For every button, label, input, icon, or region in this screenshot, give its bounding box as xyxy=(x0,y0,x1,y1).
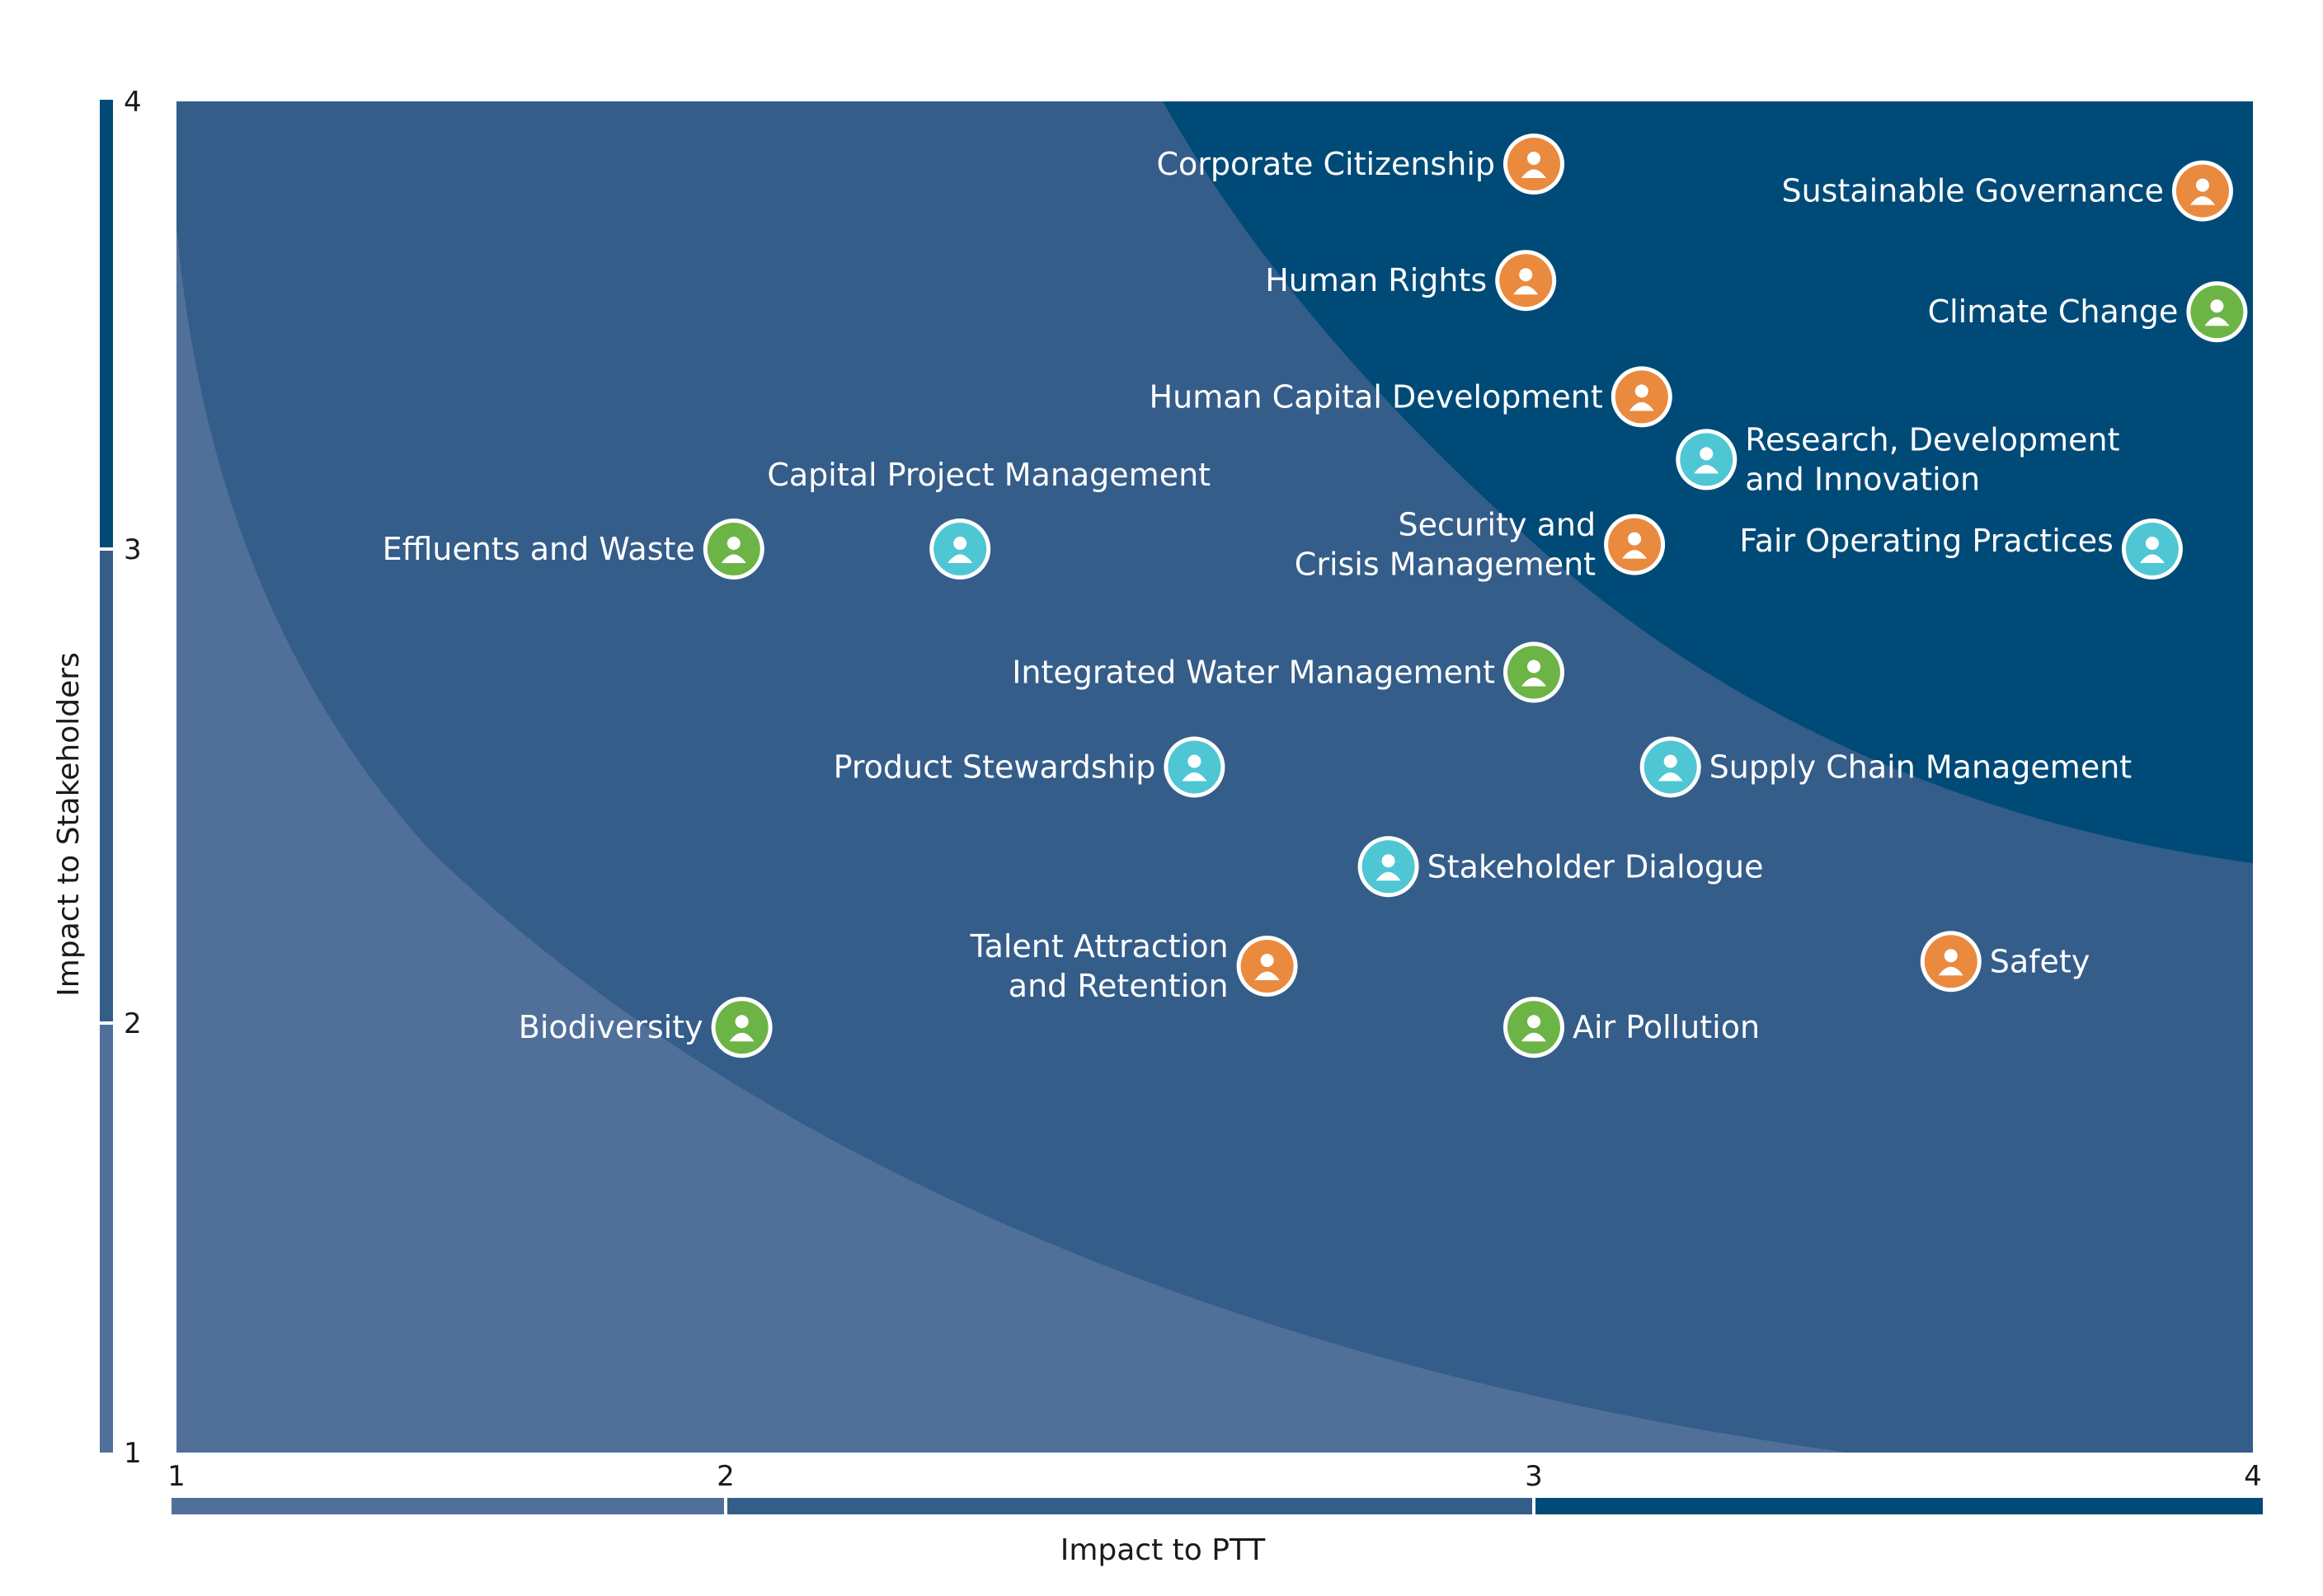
people-icon xyxy=(1513,268,1539,295)
presentation-icon xyxy=(948,537,973,563)
data-point: Product Stewardship xyxy=(834,736,1225,798)
water-tap-icon xyxy=(1521,660,1546,687)
data-point: Security and Crisis Management xyxy=(1295,507,1666,583)
x-tick-label: 1 xyxy=(167,1460,186,1493)
truck-cycle-icon xyxy=(1658,754,1683,782)
y-axis-bar-medium xyxy=(100,549,113,1023)
axis-ticks: 1 2 3 4 1 2 3 4 xyxy=(96,86,2262,1517)
point-label: Safety xyxy=(1990,943,2090,979)
point-label: Human Rights xyxy=(1265,262,1487,298)
helmet-icon xyxy=(1938,949,1963,976)
leaf-icon xyxy=(729,1015,755,1042)
point-label: Fair Operating Practices xyxy=(1739,523,2114,559)
data-point: Supply Chain Management xyxy=(1639,736,2133,798)
y-tick-label: 4 xyxy=(124,86,142,119)
security-guard-icon xyxy=(1622,532,1648,559)
data-point: Corporate Citizenship xyxy=(1156,134,1564,195)
data-point: Air Pollution xyxy=(1503,997,1760,1059)
x-axis-bar-high xyxy=(1535,1498,2263,1514)
dna-icon xyxy=(1694,447,1719,474)
point-label: and Retention xyxy=(1009,968,1229,1004)
point-label: Research, Development xyxy=(1745,421,2119,458)
y-axis-bar-high xyxy=(100,100,113,549)
person-gear-icon xyxy=(1254,954,1280,980)
trash-icon xyxy=(721,537,746,563)
data-point: Sustainable Governance xyxy=(1781,160,2233,222)
point-label: and Innovation xyxy=(1745,461,1980,497)
point-label: Effluents and Waste xyxy=(383,531,695,567)
point-label: Product Stewardship xyxy=(834,749,1156,786)
y-tick-label: 2 xyxy=(124,1007,142,1040)
data-point: Human Rights xyxy=(1265,250,1557,312)
factory-icon xyxy=(1521,1015,1546,1042)
globe-icon xyxy=(2204,299,2230,326)
point-label: Supply Chain Management xyxy=(1709,749,2133,786)
y-axis-bar xyxy=(100,100,113,1453)
data-point: Fair Operating Practices xyxy=(1739,519,2183,580)
y-axis-title: Impact to Stakeholders xyxy=(52,652,86,997)
data-point: Safety xyxy=(1920,931,2090,993)
data-point: Biodiversity xyxy=(519,997,773,1059)
point-label: Capital Project Management xyxy=(767,457,1211,493)
data-point: Integrated Water Management xyxy=(1012,641,1564,703)
point-label: Human Capital Development xyxy=(1150,378,1603,415)
y-tick-label: 3 xyxy=(124,533,142,566)
x-tick-label: 4 xyxy=(2244,1460,2262,1493)
point-label: Sustainable Governance xyxy=(1781,173,2164,209)
teacher-icon xyxy=(1629,384,1654,411)
point-label: Security and xyxy=(1398,507,1596,543)
data-point: Effluents and Waste xyxy=(383,519,764,580)
y-tick-label: 1 xyxy=(124,1437,142,1470)
point-label: Air Pollution xyxy=(1573,1009,1760,1045)
point-label: Biodiversity xyxy=(519,1009,703,1045)
x-axis-bar-low xyxy=(172,1498,725,1514)
shield-building-icon xyxy=(2189,178,2215,205)
x-axis-bar xyxy=(172,1498,2263,1514)
y-axis-bar-low xyxy=(100,1023,113,1453)
x-tick-label: 2 xyxy=(717,1460,735,1493)
data-point: Capital Project Management xyxy=(767,457,1211,580)
point-label: Crisis Management xyxy=(1295,547,1596,583)
x-tick-label: 3 xyxy=(1525,1460,1543,1493)
x-axis-bar-medium xyxy=(727,1498,1533,1514)
point-label: Integrated Water Management xyxy=(1012,655,1495,691)
data-point: Human Capital Development xyxy=(1150,366,1672,428)
data-point: Climate Change xyxy=(1928,281,2248,343)
data-points: Corporate Citizenship Sustainable Governa… xyxy=(383,134,2248,1059)
bank-icon xyxy=(1521,152,1546,179)
handshake-icon xyxy=(2139,537,2165,563)
point-label: Corporate Citizenship xyxy=(1156,146,1495,182)
point-label: Climate Change xyxy=(1928,293,2179,330)
point-label: Stakeholder Dialogue xyxy=(1427,848,1764,885)
point-label: Talent Attraction xyxy=(970,928,1229,965)
data-point: Stakeholder Dialogue xyxy=(1357,836,1764,898)
hand-drop-icon xyxy=(1182,754,1207,782)
meeting-icon xyxy=(1375,854,1401,881)
x-axis-title: Impact to PTT xyxy=(1060,1533,1267,1567)
